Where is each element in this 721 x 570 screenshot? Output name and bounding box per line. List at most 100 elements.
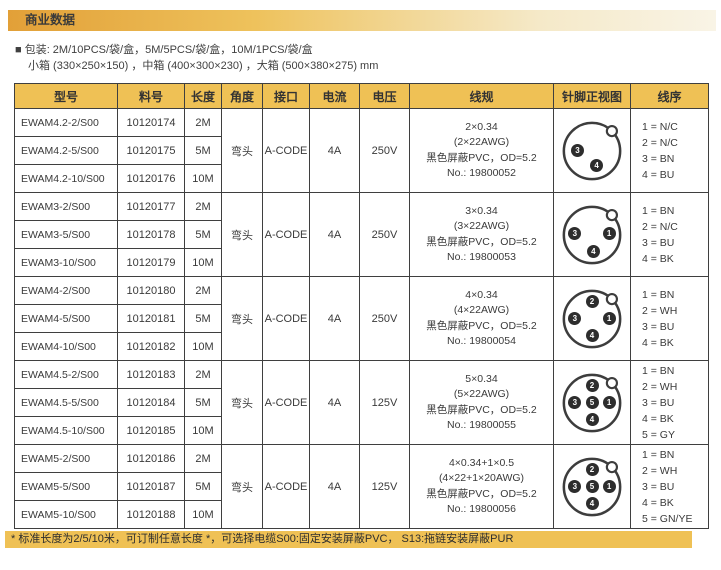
pin-1-marker: 1 [602, 226, 616, 240]
wire-order-line: 1 = BN [642, 448, 675, 461]
voltage-cell: 250V [359, 108, 410, 193]
pin-5-marker: 5 [585, 396, 599, 409]
angle-cell: 弯头 [221, 360, 263, 445]
connector-body-icon [562, 205, 622, 264]
wire-order-line: 3 = BU [642, 480, 675, 493]
model-cell: EWAM4-5/S00 [14, 304, 118, 333]
table-row: EWAM4.2-2/S00 10120174 2M 弯头 A-CODE 4A 250V 2×0… [14, 108, 709, 193]
model-cell: EWAM3-2/S00 [14, 192, 118, 221]
table-row: EWAM4.2-5/S00 10120175 5M [14, 136, 709, 165]
section-title-bar: 商业数据 [8, 10, 716, 31]
part-no-cell: 10120178 [117, 220, 185, 249]
table-row: EWAM4-10/S00 10120182 10M [14, 332, 709, 361]
interface-cell: A-CODE [262, 192, 310, 277]
wire-order-line: 1 = BN [642, 364, 675, 377]
column-header-6: 电流 [309, 83, 360, 109]
pin-4-marker: 4 [586, 244, 600, 258]
wire-order-line: 1 = BN [642, 288, 675, 301]
wire-order-cell: 1 = N/C 2 = N/C 3 = BN 4 = BU [630, 108, 709, 193]
wire-spec-line: 4×0.34 [465, 288, 498, 301]
wire-spec-line: No.: 19800054 [447, 335, 516, 347]
pin-4-marker: 4 [590, 158, 604, 172]
wire-order-line: 5 = GY [642, 428, 675, 441]
model-cell: EWAM3-10/S00 [14, 248, 118, 277]
length-cell: 10M [184, 248, 222, 277]
model-cell: EWAM4.2-5/S00 [14, 136, 118, 165]
pin-3-marker: 3 [568, 226, 582, 240]
model-cell: EWAM5-2/S00 [14, 444, 118, 473]
length-cell: 10M [184, 164, 222, 193]
wire-spec-line: (5×22AWG) [453, 388, 510, 400]
angle-cell: 弯头 [221, 444, 263, 529]
length-cell: 2M [184, 444, 222, 473]
part-no-cell: 10120184 [117, 388, 185, 417]
interface-cell: A-CODE [262, 276, 310, 361]
wire-spec-cell: 5×0.34 (5×22AWG) 黑色屏蔽PVC，OD=5.2 No.: 198000… [409, 360, 554, 445]
wire-order-line: 2 = WH [642, 464, 678, 477]
angle-cell: 弯头 [221, 276, 263, 361]
pin-5-marker: 5 [585, 480, 599, 493]
angle-cell: 弯头 [221, 192, 263, 277]
pin-4-marker: 4 [585, 497, 599, 511]
part-no-cell: 10120185 [117, 416, 185, 445]
wire-order-line: 3 = BN [642, 152, 675, 165]
pin-2-marker: 2 [585, 378, 599, 392]
part-no-cell: 10120181 [117, 304, 185, 333]
model-cell: EWAM4.5-5/S00 [14, 388, 118, 417]
model-cell: EWAM4.5-2/S00 [14, 360, 118, 389]
length-cell: 5M [184, 388, 222, 417]
wire-spec-cell: 4×0.34+1×0.5 (4×22+1×20AWG) 黑色屏蔽PVC，OD=5.2… [409, 444, 554, 529]
model-cell: EWAM3-5/S00 [14, 220, 118, 249]
part-no-cell: 10120182 [117, 332, 185, 361]
model-cell: EWAM4-10/S00 [14, 332, 118, 361]
wire-spec-cell: 3×0.34 (3×22AWG) 黑色屏蔽PVC，OD=5.2 No.: 198000… [409, 192, 554, 277]
wire-order-line: 4 = BU [642, 168, 675, 181]
length-cell: 5M [184, 136, 222, 165]
packaging-line-2: 小箱 (330×250×150) ，中箱 (400×300×230) ，大箱 (… [28, 60, 379, 72]
wire-order-line: 3 = BU [642, 396, 675, 409]
length-cell: 5M [184, 472, 222, 501]
wire-spec-line: 5×0.34 [465, 372, 498, 385]
interface-cell: A-CODE [262, 360, 310, 445]
pin-4-marker: 4 [585, 413, 599, 427]
current-cell: 4A [309, 108, 360, 193]
wire-spec-line: 2×0.34 [465, 120, 498, 133]
model-cell: EWAM4-2/S00 [14, 276, 118, 305]
column-header-5: 接口 [262, 83, 310, 109]
length-cell: 5M [184, 220, 222, 249]
voltage-cell: 250V [359, 192, 410, 277]
part-no-cell: 10120179 [117, 248, 185, 277]
angle-cell: 弯头 [221, 108, 263, 193]
pin-1-marker: 1 [602, 480, 616, 493]
wire-order-line: 4 = BK [642, 496, 674, 509]
current-cell: 4A [309, 360, 360, 445]
wire-order-cell: 1 = BN 2 = WH 3 = BU 4 = BK 5 = GY [630, 360, 709, 445]
current-cell: 4A [309, 444, 360, 529]
wire-order-cell: 1 = BN 2 = WH 3 = BU 4 = BK [630, 276, 709, 361]
interface-cell: A-CODE [262, 108, 310, 193]
wire-order-line: 3 = BU [642, 320, 675, 333]
length-cell: 10M [184, 332, 222, 361]
length-cell: 2M [184, 276, 222, 305]
length-cell: 2M [184, 360, 222, 389]
length-cell: 5M [184, 304, 222, 333]
table-row: EWAM4.2-10/S00 10120176 10M [14, 164, 709, 193]
voltage-cell: 125V [359, 360, 410, 445]
model-cell: EWAM4.2-10/S00 [14, 164, 118, 193]
wire-spec-line: No.: 19800056 [447, 503, 516, 515]
current-cell: 4A [309, 276, 360, 361]
column-header-7: 电压 [359, 83, 410, 109]
model-cell: EWAM5-10/S00 [14, 500, 118, 529]
table-row: EWAM4.5-5/S00 10120184 5M [14, 388, 709, 417]
column-header-10: 线序 [630, 83, 709, 109]
pin-1-marker: 1 [602, 312, 616, 325]
interface-cell: A-CODE [262, 444, 310, 529]
pin-3-marker: 3 [568, 396, 582, 409]
wire-spec-line: No.: 19800055 [447, 419, 516, 431]
column-header-9: 针脚正视图 [553, 83, 631, 109]
